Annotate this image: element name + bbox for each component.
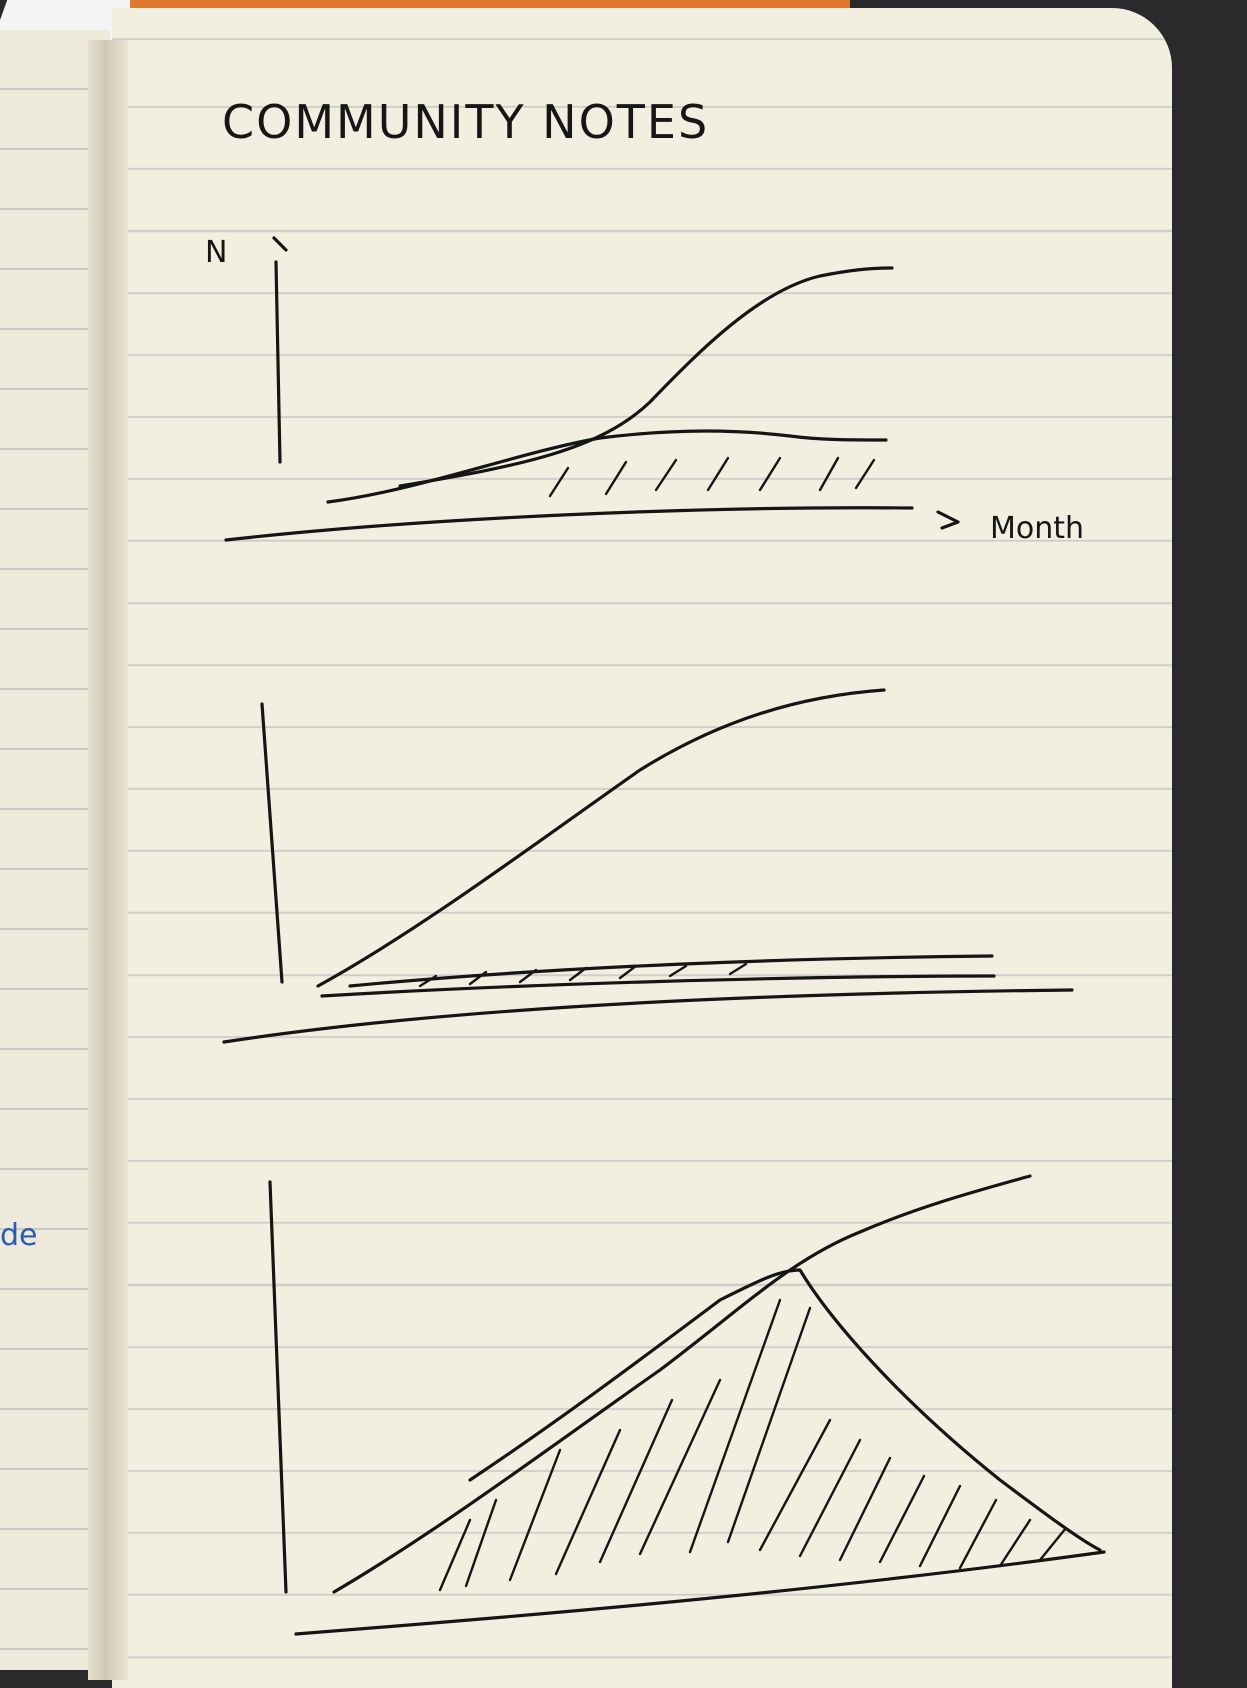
x-axis-arrowhead [936,510,960,530]
shaded-region-hatching [548,456,876,498]
rise-and-fall-curve [468,1268,1102,1552]
y-axis-line [260,702,284,984]
page-heading: COMMUNITY NOTES [222,95,709,149]
y-axis-line [268,1180,288,1594]
rising-curve [398,266,894,488]
x-axis-label: Month [990,511,1084,546]
x-axis-line [222,988,1074,1044]
right-notebook-page [112,8,1172,1688]
sketch-3-growth-rise-and-fall [268,1174,1106,1636]
peak-hatching [438,1298,1068,1592]
notebook-gutter [88,40,128,1680]
sketch-2-growth-flat-band [222,688,1074,1044]
x-axis-line [294,1550,1106,1636]
lower-band-line-2 [348,954,994,988]
y-axis-line [274,260,282,464]
rising-curve [332,1174,1032,1594]
y-axis-label: N [205,235,227,270]
y-axis-arrowhead [272,236,288,252]
margin-mark: de [0,1218,38,1253]
lower-band-line-1 [320,974,996,998]
sketch-1-growth-with-plateau: N Month [205,235,1084,546]
plateau-curve [326,429,888,504]
band-hatching [418,962,748,988]
x-axis-line [224,506,914,542]
rising-curve [316,688,886,988]
